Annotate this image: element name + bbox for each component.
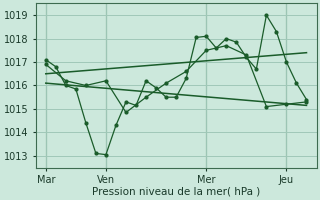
X-axis label: Pression niveau de la mer( hPa ): Pression niveau de la mer( hPa ): [92, 187, 260, 197]
